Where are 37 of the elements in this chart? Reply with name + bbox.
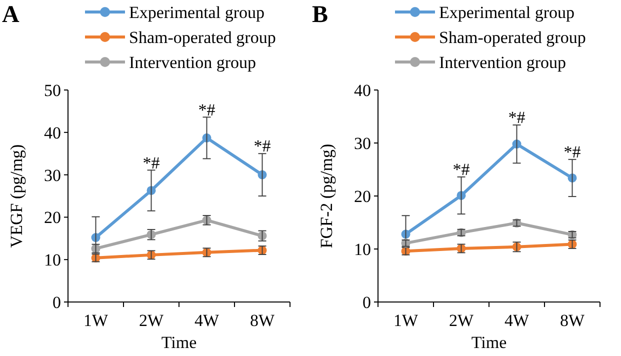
y-tick-label: 20 bbox=[44, 208, 61, 228]
y-tick-label: 0 bbox=[362, 292, 371, 312]
x-tick-label: 8W bbox=[250, 311, 276, 330]
y-tick-label: 10 bbox=[354, 240, 371, 259]
y-axis-title: VEGF (pg/mg) bbox=[7, 144, 26, 248]
annotation: *# bbox=[254, 136, 272, 156]
y-tick-label: 50 bbox=[44, 80, 61, 100]
legend-label: Sham-operated group bbox=[129, 28, 276, 47]
chart-title: A bbox=[2, 2, 20, 28]
x-tick-label: 4W bbox=[194, 311, 220, 330]
legend-label: Intervention group bbox=[439, 52, 566, 72]
x-tick-label: 2W bbox=[448, 311, 474, 330]
y-tick-label: 30 bbox=[354, 134, 371, 153]
x-tick-label: 2W bbox=[138, 311, 164, 330]
x-tick-label: 1W bbox=[83, 311, 109, 330]
y-tick-label: 40 bbox=[354, 80, 371, 100]
y-tick-label: 10 bbox=[44, 250, 61, 270]
legend-label: Experimental group bbox=[129, 2, 264, 22]
x-tick-label: 4W bbox=[504, 311, 530, 330]
x-axis-title: Time bbox=[471, 333, 507, 352]
x-tick-label: 8W bbox=[560, 311, 586, 330]
y-tick-label: 20 bbox=[354, 186, 371, 206]
annotation: *# bbox=[508, 108, 526, 127]
y-tick-label: 0 bbox=[52, 292, 61, 312]
legend-label: Intervention group bbox=[129, 52, 256, 72]
x-tick-label: 1W bbox=[393, 311, 419, 330]
annotation: *# bbox=[452, 160, 470, 179]
y-tick-label: 40 bbox=[44, 123, 61, 142]
legend-label: Experimental group bbox=[439, 2, 574, 22]
annotation: *# bbox=[198, 100, 216, 120]
legend-label: Sham-operated group bbox=[439, 28, 586, 47]
y-axis-title: FGF-2 (pg/mg) bbox=[317, 144, 336, 248]
chart-title: B bbox=[312, 2, 328, 28]
y-tick-label: 30 bbox=[44, 166, 61, 185]
x-axis-title: Time bbox=[161, 333, 197, 352]
annotation: *# bbox=[564, 142, 582, 162]
annotation: *# bbox=[142, 153, 160, 172]
